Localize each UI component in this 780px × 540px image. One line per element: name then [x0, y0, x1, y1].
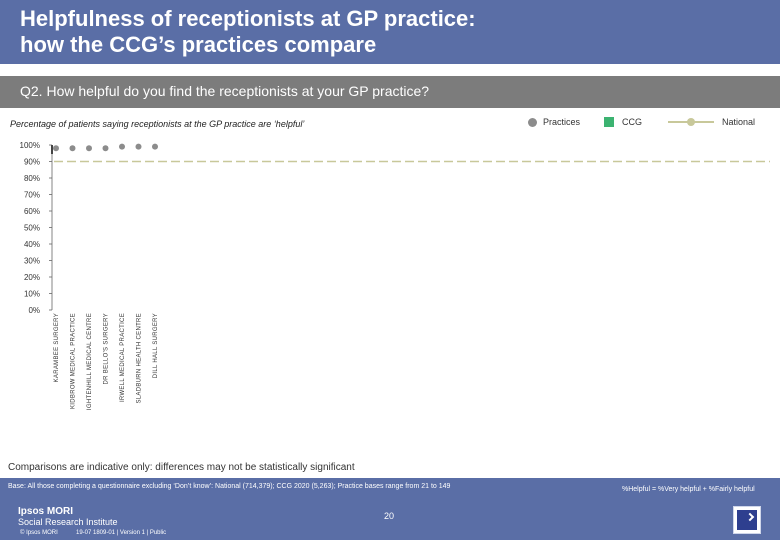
y-tick-label: 60% [24, 207, 40, 216]
page-title: Helpfulness of receptionists at GP pract… [20, 6, 760, 58]
x-tick-label: KARAMBEE SURGERY [54, 313, 60, 382]
y-tick-label: 20% [24, 273, 40, 282]
y-tick-label: 10% [24, 290, 40, 299]
y-tick-label: 40% [24, 240, 40, 249]
x-tick-label: SLADBURN HEALTH CENTRE [137, 313, 143, 404]
legend-practices: Practices [528, 117, 580, 127]
legend-ccg-label: CCG [622, 117, 642, 127]
page-number: 20 [384, 511, 395, 521]
x-tick-label: KIDBROW MEDICAL PRACTICE [71, 313, 77, 409]
legend-practices-label: Practices [543, 117, 581, 127]
header-bar: Helpfulness of receptionists at GP pract… [0, 0, 780, 64]
y-tick-label: 90% [24, 158, 40, 167]
practice-points [53, 143, 158, 152]
ccg-marker-icon [604, 117, 614, 127]
copyright-text: © Ipsos MORI [20, 530, 58, 536]
job-reference: 19-07 1809-01 | Version 1 | Public [76, 530, 167, 536]
x-tick-label: DR BELLO'S SURGERY [104, 313, 110, 384]
footer-bar: Base: All those completing a questionnai… [0, 478, 780, 540]
logo-line1: Ipsos MORI [18, 506, 74, 517]
ipsos-logo-icon [733, 506, 761, 534]
ipsos-arrow-icon [745, 512, 755, 522]
y-tick-label: 30% [24, 257, 40, 266]
x-axis-labels: KARAMBEE SURGERY KIDBROW MEDICAL PRACTICE… [54, 313, 159, 410]
chart-area: 100% 90% 80% 70% 60% 50% 40% 30% 20% 10% 0% KARAMB… [20, 141, 770, 410]
y-tick-label: 80% [24, 174, 40, 183]
practice-point [102, 145, 109, 152]
x-tick-label: DILL HALL SURGERY [153, 313, 159, 378]
comparisons-note: Comparisons are indicative only: differe… [8, 462, 355, 473]
helpful-definition: %Helpful = %Very helpful + %Fairly helpf… [622, 486, 755, 493]
y-axis: 100% 90% 80% 70% 60% 50% 40% 30% 20% 10% 0% [20, 141, 53, 315]
page-title-line2: how the CCG’s practices compare [20, 32, 377, 57]
practice-point [152, 143, 158, 150]
page-title-line1: Helpfulness of receptionists at GP pract… [20, 6, 476, 31]
legend-national: National [668, 117, 755, 127]
question-text: Q2. How helpful do you find the receptio… [20, 83, 430, 99]
legend-ccg: CCG [604, 117, 642, 127]
practice-point [69, 145, 76, 152]
ipsos-mori-logo: Ipsos MORI Social Research Institute [18, 506, 118, 528]
ipsos-logo-mark-icon [737, 510, 757, 530]
practice-point [53, 145, 59, 152]
y-tick-label: 50% [24, 224, 40, 233]
y-tick-label: 100% [20, 141, 40, 150]
y-tick-label: 0% [28, 306, 40, 315]
national-line-icon [668, 118, 714, 126]
y-tick-label: 70% [24, 191, 40, 200]
base-note: Base: All those completing a questionnai… [8, 483, 451, 490]
question-bar: Q2. How helpful do you find the receptio… [0, 76, 780, 108]
practice-point [86, 145, 92, 152]
logo-line2: Social Research Institute [18, 517, 118, 527]
legend-national-label: National [722, 117, 756, 127]
practice-point [119, 143, 125, 150]
chart-subtitle: Percentage of patients saying receptioni… [10, 119, 305, 129]
practice-point [135, 143, 142, 150]
practices-marker-icon [528, 117, 537, 127]
x-tick-label: IGHTENHILL MEDICAL CENTRE [87, 313, 93, 410]
x-tick-label: IRWELL MEDICAL PRACTICE [120, 313, 126, 402]
